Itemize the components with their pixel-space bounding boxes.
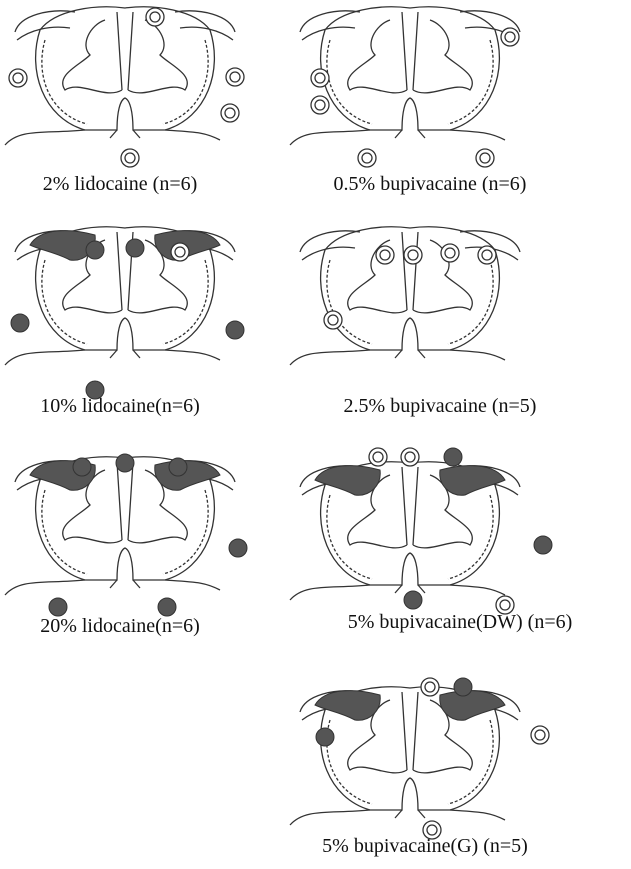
- open-marker: [441, 244, 459, 262]
- figure: 2% lidocaine (n=6) 0.5% bupivacaine (n=6)…: [0, 0, 631, 869]
- spinal-cord: [5, 7, 235, 145]
- filled-marker: [404, 591, 422, 609]
- filled-marker: [444, 448, 462, 466]
- open-marker: [311, 96, 329, 114]
- dorsal-shading: [30, 231, 220, 261]
- open-marker: [324, 311, 342, 329]
- open-marker: [369, 448, 387, 466]
- filled-marker: [73, 458, 91, 476]
- open-marker: [358, 149, 376, 167]
- open-marker: [9, 69, 27, 87]
- panel: [5, 454, 247, 616]
- panel-label: 5% bupivacaine(DW) (n=6): [348, 611, 573, 633]
- filled-marker: [126, 239, 144, 257]
- panel: [290, 227, 520, 365]
- panel: [290, 448, 552, 614]
- open-marker: [376, 246, 394, 264]
- filled-marker: [226, 321, 244, 339]
- panel-label: 10% lidocaine(n=6): [40, 395, 200, 417]
- open-marker: [226, 68, 244, 86]
- open-marker: [221, 104, 239, 122]
- panel-label: 20% lidocaine(n=6): [40, 615, 200, 637]
- open-marker: [478, 246, 496, 264]
- dorsal-shading: [315, 691, 505, 721]
- panel: [290, 7, 520, 167]
- open-marker: [404, 246, 422, 264]
- panel: [290, 678, 549, 839]
- open-marker: [501, 28, 519, 46]
- panel-label: 5% bupivacaine(G) (n=5): [322, 835, 528, 857]
- panel: [5, 227, 244, 399]
- filled-marker: [534, 536, 552, 554]
- filled-marker: [11, 314, 29, 332]
- filled-marker: [454, 678, 472, 696]
- open-marker: [531, 726, 549, 744]
- open-marker: [421, 678, 439, 696]
- filled-marker: [49, 598, 67, 616]
- filled-marker: [316, 728, 334, 746]
- panel-label: 2.5% bupivacaine (n=5): [344, 395, 537, 417]
- panel-label: 2% lidocaine (n=6): [43, 173, 198, 195]
- filled-marker: [116, 454, 134, 472]
- panel: [5, 7, 244, 167]
- open-marker: [401, 448, 419, 466]
- filled-marker: [86, 241, 104, 259]
- filled-marker: [169, 458, 187, 476]
- open-marker: [476, 149, 494, 167]
- open-marker: [311, 69, 329, 87]
- filled-marker: [229, 539, 247, 557]
- panel-label: 0.5% bupivacaine (n=6): [334, 173, 527, 195]
- open-marker: [146, 8, 164, 26]
- open-marker: [121, 149, 139, 167]
- dorsal-shading: [315, 466, 505, 496]
- open-marker: [171, 243, 189, 261]
- filled-marker: [158, 598, 176, 616]
